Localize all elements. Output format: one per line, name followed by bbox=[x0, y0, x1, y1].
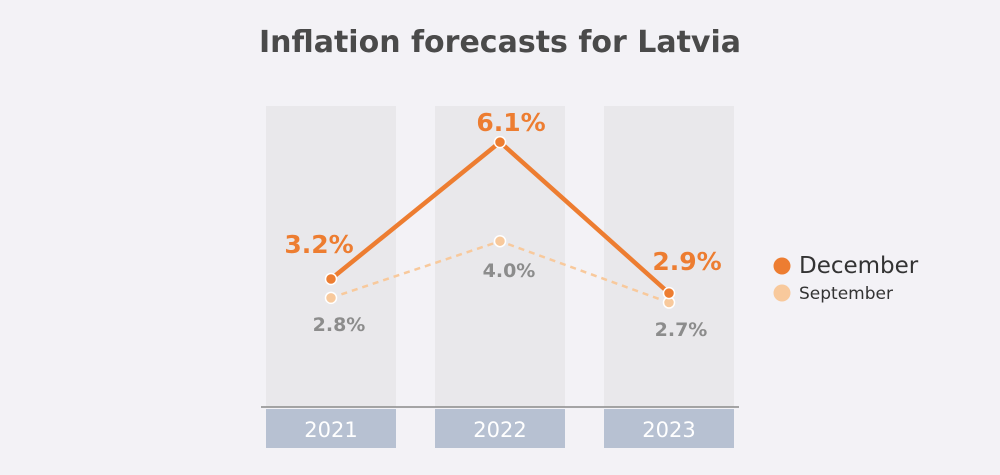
data-point-september-2021 bbox=[324, 291, 338, 305]
year-box-2021 bbox=[266, 409, 396, 448]
series-layer: 3.2% 6.1% 2.9% 2.8% 4.0% 2.7% bbox=[284, 108, 721, 341]
column-background-2022 bbox=[435, 106, 565, 407]
year-columns: 2021 2022 2023 bbox=[266, 106, 734, 448]
legend: December September bbox=[773, 253, 919, 304]
chart-title: Inflation forecasts for Latvia bbox=[259, 25, 741, 60]
data-point-december-2022 bbox=[493, 135, 507, 149]
legend-label-september: September bbox=[799, 284, 893, 304]
data-label-september-2021: 2.8% bbox=[313, 314, 366, 336]
data-label-september-2022: 4.0% bbox=[483, 260, 536, 282]
x-tick-label: 2023 bbox=[642, 418, 695, 442]
year-box-2023 bbox=[604, 409, 734, 448]
data-label-december-2021: 3.2% bbox=[284, 230, 353, 259]
legend-marker-september bbox=[773, 284, 791, 302]
column-background-2021 bbox=[266, 106, 396, 407]
data-point-december-2023 bbox=[662, 286, 676, 300]
x-tick-label: 2022 bbox=[473, 418, 526, 442]
data-point-december-2021 bbox=[324, 272, 338, 286]
year-box-2022 bbox=[435, 409, 565, 448]
data-label-december-2023: 2.9% bbox=[652, 247, 721, 276]
data-label-december-2022: 6.1% bbox=[476, 108, 545, 137]
x-tick-label: 2021 bbox=[304, 418, 357, 442]
data-point-september-2022 bbox=[493, 234, 507, 248]
data-label-september-2023: 2.7% bbox=[655, 319, 708, 341]
legend-marker-december bbox=[773, 257, 791, 275]
legend-label-december: December bbox=[799, 253, 919, 279]
